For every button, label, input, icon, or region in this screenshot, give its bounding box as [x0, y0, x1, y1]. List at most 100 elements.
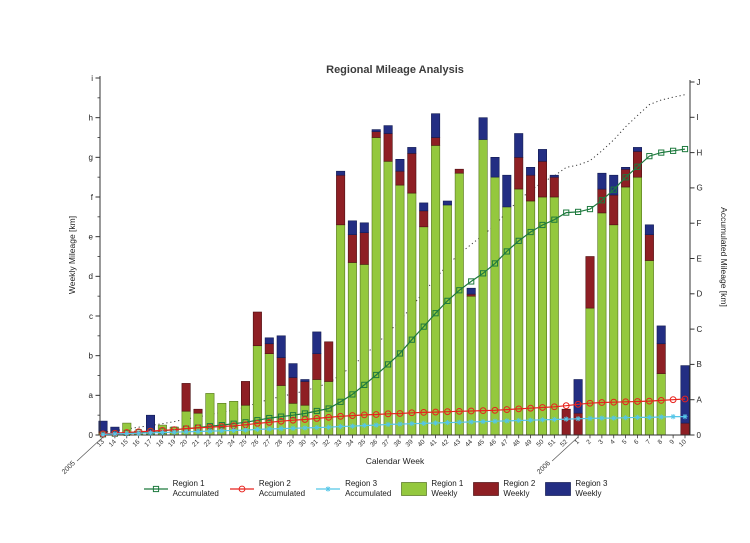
x-tick-label: 8: [657, 438, 665, 446]
x-axis-title: Calendar Week: [365, 456, 425, 466]
x-tick-label: 4: [609, 438, 617, 446]
y-left-tick-label: g: [89, 153, 93, 162]
x-tick-label: 40: [417, 438, 427, 448]
y-right-tick-label: F: [697, 219, 702, 228]
x-tick-label: 34: [345, 438, 355, 448]
x-tick-label: 15: [120, 438, 130, 448]
x-tick-label: 24: [227, 438, 237, 448]
legend-label-region-2-accumulated: Region 2 Accumulated: [258, 479, 306, 498]
legend-label-region-2-weekly: Region 2 Weekly: [503, 479, 536, 498]
x-tick-label: 14: [108, 438, 118, 448]
x-tick-label: 9: [669, 438, 677, 446]
chart-title: Regional Mileage Analysis: [326, 64, 464, 76]
x-tick-label: 38: [393, 438, 403, 448]
x-tick-label: 3: [597, 438, 605, 446]
x-tick-label: 21: [191, 438, 201, 448]
y-left-tick-label: h: [89, 113, 93, 122]
y-right-tick-label: J: [697, 78, 701, 87]
y-right-tick-label: D: [697, 290, 703, 299]
x-tick-label: 20: [179, 438, 189, 448]
y-right-tick-label: I: [697, 113, 699, 122]
y-axis-left-title: Weekly Mileage [km]: [67, 215, 77, 295]
legend-label-region-3-weekly: Region 3 Weekly: [575, 479, 608, 498]
legend-label-region-1-weekly: Region 1 Weekly: [431, 479, 464, 498]
x-tick-label: 26: [250, 438, 260, 448]
x-tick-label: 27: [262, 438, 272, 448]
x-tick-label: 17: [143, 438, 153, 448]
x-tick-label: 13: [96, 438, 106, 448]
x-tick-label: 16: [131, 438, 141, 448]
x-tick-label: 29: [286, 438, 296, 448]
y-right-tick-label: 0: [697, 431, 702, 440]
weekly-stacked-bars: [98, 113, 690, 436]
region-2-accumulated-line: [99, 395, 689, 438]
x-tick-label: 45: [476, 438, 486, 448]
y-left-tick-label: i: [91, 74, 93, 83]
x-tick-label: 10: [678, 438, 688, 448]
x-tick-label: 30: [298, 438, 308, 448]
x-tick-label: 1: [574, 438, 582, 446]
y-right-tick-label: A: [697, 396, 703, 405]
x-tick-label: 7: [645, 438, 653, 446]
x-tick-label: 31: [310, 438, 320, 448]
legend-label-region-1-accumulated: Region 1 Accumulated: [172, 479, 219, 498]
legend-item-region-1-accumulated: Region 1 Accumulated: [143, 479, 219, 498]
x-tick-label: 33: [333, 438, 343, 448]
x-tick-label: 37: [381, 438, 391, 448]
x-tick-label: 32: [322, 438, 332, 448]
x-tick-label: 39: [405, 438, 415, 448]
y-right-tick-label: B: [697, 360, 702, 369]
x-tick-label: 50: [535, 438, 545, 448]
x-tick-label: 43: [452, 438, 462, 448]
x-tick-label: 22: [203, 438, 213, 448]
y-right-tick-label: C: [697, 325, 703, 334]
x-tick-label: 41: [428, 438, 438, 448]
region-3-accumulated-line: [100, 414, 688, 437]
legend-item-region-3-weekly: Region 3 Weekly: [545, 479, 607, 498]
x-tick-label: 23: [215, 438, 225, 448]
legend-item-region-2-weekly: Region 2 Weekly: [473, 479, 535, 498]
y-right-tick-label: E: [697, 254, 702, 263]
legend-sample-region-1-accumulated: [143, 485, 168, 492]
legend: Region 1 Accumulated Region 2 Accumulated Re…: [0, 479, 750, 498]
x-tick-label: 52: [559, 438, 569, 448]
legend-label-region-3-accumulated: Region 3 Accumulated: [345, 479, 392, 498]
total-accumulated-dotted-line: [102, 94, 686, 433]
y-left-tick-label: c: [89, 312, 93, 321]
x-tick-label: 35: [357, 438, 367, 448]
y-right-tick-label: H: [697, 148, 703, 157]
legend-sample-region-1-weekly: [401, 481, 428, 496]
x-tick-label: 25: [238, 438, 248, 448]
x-tick-label: 5: [621, 438, 629, 446]
x-tick-label: 2: [585, 438, 593, 446]
x-tick-label: 28: [274, 438, 284, 448]
y-axis-right-title: Accumulated Mileage [km]: [719, 207, 729, 307]
x-tick-label: 6: [633, 438, 641, 446]
x-tick-label: 42: [440, 438, 450, 448]
x-tick-label: 44: [464, 438, 474, 448]
legend-sample-region-2-weekly: [473, 481, 500, 496]
legend-sample-region-3-weekly: [545, 481, 572, 496]
y-left-tick-label: a: [89, 391, 94, 400]
legend-sample-region-3-accumulated: [316, 485, 341, 492]
x-tick-label: 49: [523, 438, 533, 448]
legend-item-region-2-accumulated: Region 2 Accumulated: [229, 479, 305, 498]
x-tick-label: 46: [488, 438, 498, 448]
legend-sample-region-2-accumulated: [229, 485, 254, 492]
x-tick-label: 18: [155, 438, 165, 448]
x-tick-label: 51: [547, 438, 557, 448]
x-tick-label: 48: [512, 438, 522, 448]
legend-item-region-1-weekly: Region 1 Weekly: [401, 479, 463, 498]
y-left-tick-label: 0: [89, 431, 94, 440]
y-left-tick-label: f: [91, 193, 94, 202]
x-tick-label: 19: [167, 438, 177, 448]
legend-item-region-3-accumulated: Region 3 Accumulated: [315, 479, 391, 498]
y-left-tick-label: b: [89, 351, 94, 360]
x-tick-label: 36: [369, 438, 379, 448]
y-left-tick-label: e: [89, 232, 94, 241]
x-tick-label: 47: [500, 438, 510, 448]
y-right-tick-label: G: [697, 184, 703, 193]
